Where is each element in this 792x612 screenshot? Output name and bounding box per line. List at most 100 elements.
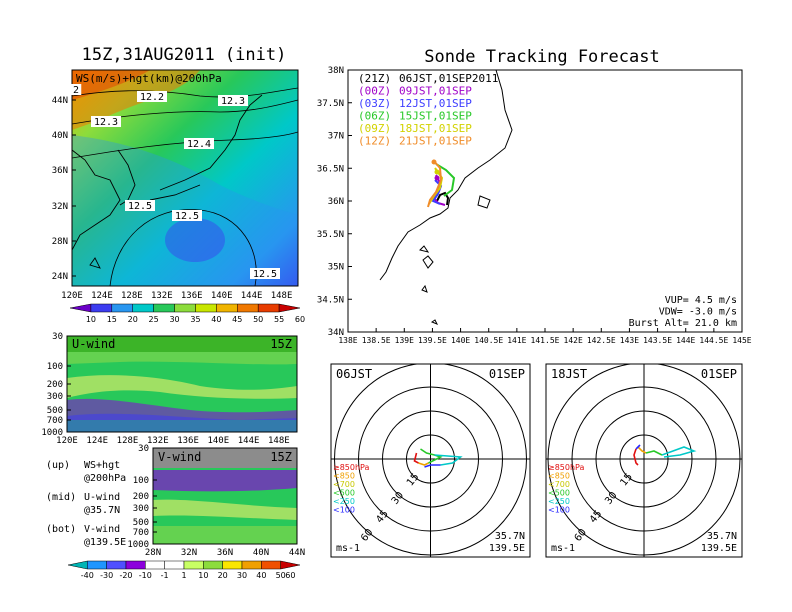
- ws-colorbar-swatch: [153, 303, 175, 313]
- launch-tag: (21Z): [358, 72, 391, 85]
- hodo-time: 18JST: [551, 367, 587, 381]
- v-time: 15Z: [270, 450, 292, 464]
- uv-colorbar-tick: 60: [285, 571, 295, 580]
- track-lon-tick-label: 139.5E: [418, 336, 447, 345]
- uv-colorbar-tick: 10: [198, 571, 208, 580]
- uv-colorbar-swatch: [87, 560, 107, 570]
- hodo-legend-item: ≥850hPa: [548, 463, 585, 472]
- hodo-unit: ms-1: [336, 543, 360, 554]
- launch-time: 15JST,01SEP: [399, 110, 472, 123]
- map-frame: [71, 69, 299, 287]
- hodo-time: 06JST: [336, 367, 372, 381]
- hodo-legend-item: <250: [548, 497, 570, 506]
- contour-label-box: [184, 138, 214, 149]
- map-lat-tick-label: 40N: [52, 131, 68, 141]
- hodo-lon: 139.5E: [701, 543, 737, 554]
- contour-12-5: [109, 209, 257, 286]
- izu-oshima: [422, 255, 434, 269]
- u-band-2: [67, 375, 297, 399]
- track-lon-tick-label: 138E: [338, 336, 357, 345]
- contour-label: 12.3: [221, 96, 245, 107]
- launch-time: 09JST,01SEP: [399, 85, 472, 98]
- hodo-lat: 35.7N: [707, 531, 737, 542]
- ws-colorbar-tick: 55: [274, 315, 284, 324]
- left-title: 15Z,31AUG2011 (init): [82, 45, 287, 65]
- map-lat-tick-label: 28N: [52, 237, 68, 247]
- uv-colorbar-tick: 30: [237, 571, 247, 580]
- contour-12-2: [72, 87, 298, 98]
- hodo-legend-item: ≥850hPa: [333, 463, 370, 472]
- launch-tag: (12Z): [358, 135, 391, 148]
- note-value-2: @139.5E: [84, 537, 126, 548]
- note-value: WS+hgt: [84, 460, 120, 471]
- contour-label-box: [137, 91, 167, 102]
- ws-colorbar-tick: 45: [232, 315, 242, 324]
- boso-coast: [477, 195, 491, 209]
- track-lon-tick-label: 138.5E: [362, 336, 391, 345]
- track-map-panel: (21Z) 06JST,01SEP2011 (00Z) 09JST,01SEP (03Z…: [317, 66, 752, 345]
- note-key: (up): [46, 460, 70, 471]
- uv-colorbar-swatch: [280, 560, 301, 570]
- map-lon-tick-label: 120E: [61, 291, 83, 301]
- v-p-tick-label: 30: [138, 444, 149, 454]
- uv-colorbar-swatch: [106, 560, 127, 570]
- hodo-rings: [546, 364, 742, 557]
- contour-label-box: [172, 210, 202, 221]
- ws-colorbar-tick: 60: [295, 315, 305, 324]
- map-lat-ticks: 44N 40N 36N 32N 28N 24N: [52, 96, 76, 282]
- map-lon-tick-label: 124E: [91, 291, 113, 301]
- v-band-2: [153, 499, 297, 520]
- contour-label: 12.2: [140, 92, 164, 103]
- track-lat-tick-label: 37.5N: [317, 99, 344, 109]
- hodo-legend-item: <500: [548, 489, 570, 498]
- hodo-trace: [661, 446, 697, 458]
- uv-colorbar-swatch: [203, 560, 223, 570]
- track-lat-tick-label: 35N: [328, 263, 344, 273]
- launch-list: (21Z) 06JST,01SEP2011 (00Z) 09JST,01SEP (03Z…: [358, 72, 498, 148]
- uv-colorbar-tick: -1: [161, 571, 169, 580]
- ws-colorbar-tick: 50: [253, 315, 263, 324]
- track-lon-tick-label: 143.5E: [643, 336, 672, 345]
- ws-colorbar-swatch: [90, 303, 113, 313]
- map-lon-tick-label: 140E: [211, 291, 233, 301]
- map-lon-tick-label: 148E: [271, 291, 293, 301]
- contour-label: 12.5: [128, 201, 152, 212]
- u-p-tick-label: 1000: [41, 428, 63, 438]
- track-09z-start: [434, 169, 440, 175]
- note-key: (bot): [46, 524, 76, 535]
- track-lat-tick-label: 38N: [328, 66, 344, 76]
- u-p-tick-label: 700: [47, 416, 63, 426]
- u-p-tick-label: 500: [47, 406, 63, 416]
- hodo-legend-item: <850: [333, 472, 355, 481]
- track-12z: [427, 159, 443, 208]
- hodo-date: 01SEP: [489, 367, 525, 381]
- ws-colorbar-tick: 15: [107, 315, 117, 324]
- track-21z: [436, 191, 450, 206]
- track-00z-start: [434, 175, 440, 181]
- uv-colorbar-swatch: [164, 560, 185, 570]
- u-lon-ticks: 120E 124E 128E 132E 136E 140E 144E 148E: [56, 436, 290, 446]
- contour-label: 12.4: [187, 139, 211, 150]
- ws-colorbar-tick: 25: [149, 315, 159, 324]
- uv-colorbar-swatch: [145, 560, 165, 570]
- track-lon-tick-label: 142E: [564, 336, 583, 345]
- map-lat-tick-label: 36N: [52, 166, 68, 176]
- uv-colorbar-swatch: [241, 560, 262, 570]
- hodo-legend-item: <850: [548, 472, 570, 481]
- note-value-2: @200hPa: [84, 473, 126, 484]
- v-lat-tick-label: 44N: [289, 548, 305, 558]
- hodo-trace: [645, 450, 663, 456]
- honshu-coast: [379, 69, 513, 281]
- track-frame: [347, 69, 743, 333]
- hodo-legend-item: <700: [333, 480, 355, 489]
- u-lon-tick-label: 144E: [238, 436, 260, 446]
- contour-label: 2: [73, 85, 79, 96]
- uv-colorbar: [67, 560, 301, 570]
- ws-colorbar-swatch: [69, 303, 92, 313]
- hodo-legend-item: <700: [548, 480, 570, 489]
- hodo-trace: [633, 448, 639, 466]
- note-value: U-wind: [84, 492, 120, 503]
- ws-colorbar-ticks: 10 15 20 25 30 35 40 45 50 55 60: [86, 315, 305, 324]
- uv-colorbar-swatch: [261, 560, 281, 570]
